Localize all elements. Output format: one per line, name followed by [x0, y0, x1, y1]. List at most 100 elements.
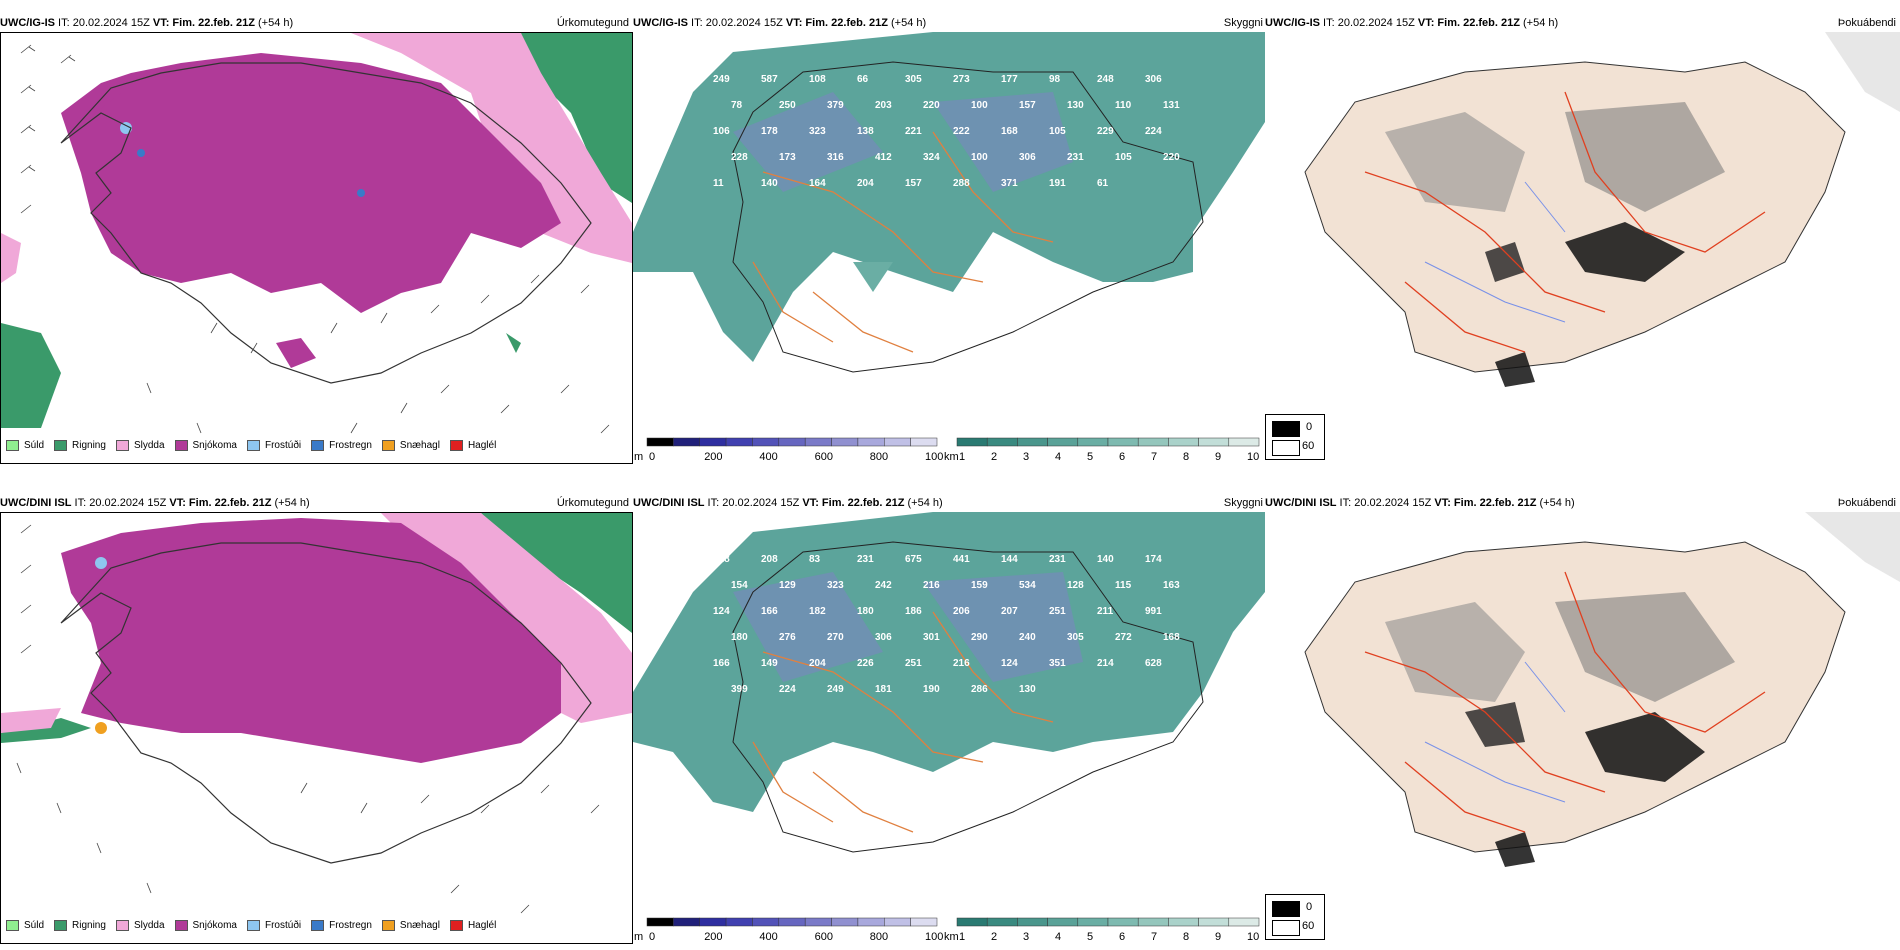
legend-item: Slydda — [115, 439, 165, 451]
cloud-base-label: 249 — [827, 684, 844, 695]
cloud-base-label: 105 — [1049, 126, 1066, 137]
colorbar-swatch — [804, 917, 832, 927]
colorbar-swatch — [725, 917, 753, 927]
colorbar-swatch — [1198, 917, 1230, 927]
cloud-base-label: 216 — [923, 580, 940, 591]
roads — [752, 611, 1054, 833]
cloud-base-label: 208 — [761, 554, 778, 565]
cloud-base-label: 305 — [905, 74, 922, 85]
cloud-base-label: 221 — [905, 126, 922, 137]
fog-key-black-label: 0 — [1306, 421, 1313, 433]
colorbar-tick-label: 2 — [991, 451, 997, 462]
colorbar-tick-label: 4 — [1055, 451, 1061, 462]
colorbar-tick-label: 1 — [959, 451, 965, 462]
cloud-base-label: 305 — [1067, 632, 1084, 643]
cloud-base-label: 316 — [827, 152, 844, 163]
colorbar-swatch — [699, 437, 727, 447]
visibility-map-graphic: 249 587 108 66 305 273 177 98 248 306 78 250 379 203 2… — [633, 32, 1265, 432]
cloud-base-label: 140 — [761, 178, 778, 189]
cloud-base-label: 628 — [1145, 658, 1162, 669]
colorbar-tick-label: 7 — [1151, 931, 1157, 942]
precip-map-graphic — [1, 33, 632, 463]
cloud-base-label: 164 — [809, 178, 826, 189]
cloud-base-label: 231 — [1049, 554, 1066, 565]
colorbar-tick-label: 800 — [870, 451, 888, 462]
colorbar-tick-label: 600 — [815, 451, 833, 462]
cloud-base-label: 224 — [1145, 126, 1162, 137]
cloud-base-label: 290 — [971, 632, 988, 643]
colorbar-unit: km — [944, 931, 959, 942]
legend-item: Haglél — [449, 439, 496, 451]
coastline — [732, 61, 1204, 373]
colorbar-unit: m — [634, 931, 643, 942]
cloud-base-label: 110 — [1115, 100, 1132, 111]
cloud-base-label: 231 — [1067, 152, 1084, 163]
panel-title: Þokuábendi — [1837, 497, 1896, 509]
wind-barbs — [20, 44, 610, 434]
legend-item: Slydda — [115, 919, 165, 931]
fog-key-black — [1272, 421, 1300, 437]
colorbar-swatch — [1047, 917, 1079, 927]
cloud-base-label: 157 — [905, 178, 922, 189]
colorbar-unit: m — [634, 451, 643, 462]
colorbar-swatch — [646, 437, 674, 447]
colorbar-tick-label: 8 — [1183, 451, 1189, 462]
rain-area — [521, 33, 632, 203]
cloud-base-labels: 249 587 108 66 305 273 177 98 248 306 78 250 379 203 2… — [713, 74, 1180, 189]
colorbar-swatch — [1228, 917, 1260, 927]
colorbar-swatch — [1077, 437, 1109, 447]
rivers — [1424, 181, 1566, 323]
colorbar-tick-label: 3 — [1023, 931, 1029, 942]
panel-title: Úrkomutegund — [556, 497, 629, 509]
colorbar-swatch — [831, 437, 859, 447]
cloud-base-label: 203 — [875, 100, 892, 111]
precip-map-graphic — [1, 513, 632, 943]
cloud-base-label: 991 — [1145, 606, 1162, 617]
cloud-base-label: 306 — [875, 632, 892, 643]
cloud-base-label: 129 — [779, 580, 796, 591]
colorbar-swatch — [1168, 437, 1199, 447]
fog-panel-bottom: UWC/DINI ISL IT: 20.02.2024 15Z VT: Fim.… — [1265, 494, 1900, 944]
panel-title: Skyggni — [1223, 17, 1263, 29]
visibility-map: 249 587 108 66 305 273 177 98 248 306 78 250 379 203 2… — [633, 32, 1265, 432]
colorbar-swatch — [725, 437, 753, 447]
colorbar-swatch — [1137, 917, 1169, 927]
cloud-base-label: 351 — [1049, 658, 1066, 669]
fog-panel-top: UWC/IG-IS IT: 20.02.2024 15Z VT: Fim. 22… — [1265, 14, 1900, 464]
colorbar-tick-label: 0 — [649, 451, 655, 462]
panel-header: UWC/DINI ISL IT: 20.02.2024 15Z VT: Fim.… — [1265, 497, 1575, 509]
cloud-base-label: 128 — [1067, 580, 1084, 591]
cloud-base-label: 11 — [713, 178, 724, 189]
colorbar-swatch — [857, 917, 885, 927]
fog-key-white — [1272, 920, 1300, 936]
cloud-base-label: 131 — [1163, 100, 1180, 111]
cloud-base-label: 105 — [1115, 152, 1132, 163]
cloud-base-label: 229 — [1097, 126, 1114, 137]
panel-header: UWC/DINI ISL IT: 20.02.2024 15Z VT: Fim.… — [633, 497, 943, 509]
colorbar-tick-label: 8 — [1183, 931, 1189, 942]
cloud-base-label: 250 — [779, 100, 796, 111]
colorbar-tick-label: 4 — [1055, 931, 1061, 942]
cloud-base-label: 399 — [731, 684, 748, 695]
cloud-base-label: 100 — [971, 152, 988, 163]
cloud-base-label: 144 — [1001, 554, 1018, 565]
cloud-base-label: 306 — [1145, 74, 1162, 85]
cloud-base-label: 231 — [857, 554, 874, 565]
colorbar-swatch — [910, 437, 938, 447]
precip-legend: Súld Rigning Slydda Snjókoma Frostúði Fr… — [6, 436, 496, 454]
cloud-base-label: 66 — [857, 74, 869, 85]
cloud-base-label: 130 — [1019, 684, 1036, 695]
colorbar-swatch — [646, 917, 674, 927]
colorbar-swatch — [699, 917, 727, 927]
visibility-map-graphic: 128 208 83 231 675 441 144 231 140 174 154 129 323 24… — [633, 512, 1265, 912]
cloud-base-label: 675 — [905, 554, 922, 565]
roads — [1364, 571, 1766, 833]
cloud-base-label: 251 — [1049, 606, 1066, 617]
panel-header: UWC/IG-IS IT: 20.02.2024 15Z VT: Fim. 22… — [0, 17, 294, 29]
cloud-base-label: 61 — [1097, 178, 1109, 189]
visibility-panel-top: UWC/IG-IS IT: 20.02.2024 15Z VT: Fim. 22… — [633, 14, 1265, 464]
cloud-base-label: 186 — [905, 606, 922, 617]
cloud-base-label: 106 — [713, 126, 730, 137]
cloud-base-label: 124 — [1001, 658, 1018, 669]
colorbar-swatch — [956, 917, 988, 927]
